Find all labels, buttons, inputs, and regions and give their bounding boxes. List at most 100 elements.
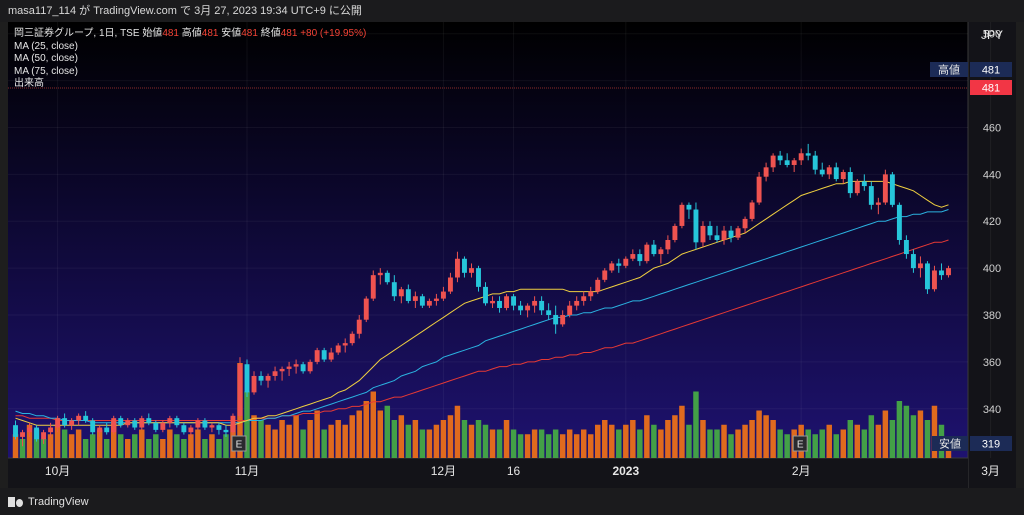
low-tag-value: 319 <box>982 439 1000 451</box>
legend-ma50[interactable]: MA (50, close) <box>14 53 78 64</box>
candle-body <box>546 310 552 316</box>
high-tag-label-box <box>930 62 968 77</box>
volume-bar <box>931 405 938 458</box>
volume-bar <box>391 420 398 458</box>
volume-bar <box>293 415 299 458</box>
candle-body <box>62 418 68 426</box>
candle-body <box>917 263 923 269</box>
candle-body <box>34 427 40 440</box>
candle-body <box>609 263 615 271</box>
legend-volume[interactable]: 出来高 <box>14 78 44 89</box>
candle-body <box>875 202 881 205</box>
volume-bar <box>349 415 355 458</box>
candle-body <box>700 225 706 243</box>
candle-body <box>132 420 138 428</box>
volume-bar <box>875 424 882 458</box>
legend-ma25[interactable]: MA (25, close) <box>14 40 78 52</box>
candle-body <box>924 263 930 290</box>
candle-body <box>847 172 853 194</box>
candle-body <box>286 366 292 369</box>
volume-bar <box>461 420 468 458</box>
volume-bar <box>146 439 152 458</box>
volume-bar <box>517 434 524 458</box>
volume-bar <box>377 410 384 458</box>
candle-body <box>756 176 762 203</box>
volume-bar <box>609 424 615 458</box>
candle-body <box>237 364 243 416</box>
volume-bar <box>602 420 608 458</box>
volume-bar <box>286 424 292 458</box>
candle-body <box>125 420 131 426</box>
volume-bar <box>370 391 377 458</box>
volume-bar <box>321 429 327 458</box>
high-tag-value: 481 <box>982 65 1000 77</box>
candle-body <box>721 230 727 240</box>
volume-bar <box>896 401 903 458</box>
candle-body <box>405 289 411 301</box>
tradingview-logo[interactable]: TradingView <box>8 496 89 508</box>
volume-bar <box>216 439 222 458</box>
price-tick-label: 460 <box>983 122 1001 134</box>
volume-bar <box>763 415 769 458</box>
price-tick-label: 360 <box>983 357 1001 369</box>
candle-body <box>462 258 467 273</box>
volume-bar <box>258 420 264 458</box>
volume-bar <box>195 429 201 458</box>
volume-bar <box>847 420 854 458</box>
volume-bar <box>637 429 643 458</box>
candle-body <box>539 300 545 311</box>
volume-bar <box>433 424 440 458</box>
candle-body <box>497 300 502 308</box>
volume-bar <box>686 424 692 458</box>
volume-bar <box>251 415 257 458</box>
volume-bar <box>770 420 776 458</box>
legend-close-value: 481 <box>280 28 298 39</box>
volume-bar <box>580 429 587 458</box>
volume-bar <box>363 401 369 458</box>
volume-bar <box>693 391 699 458</box>
candle-body <box>553 315 559 325</box>
candle-body <box>314 350 320 362</box>
candle-body <box>742 218 748 229</box>
time-ticks: 10月11月12月1620232月3月16 <box>45 464 1000 478</box>
candle-body <box>41 432 47 440</box>
legend-change: +80 (+19.95%) <box>300 28 367 39</box>
plot-background <box>8 22 968 458</box>
candle-body <box>20 432 25 437</box>
candle-body <box>104 427 110 433</box>
volume-bar <box>910 415 917 458</box>
volume-bar <box>181 439 187 458</box>
candle-body <box>763 167 769 177</box>
candle-body <box>819 169 825 175</box>
earnings-marker: E <box>231 435 247 452</box>
high-tag-value-box <box>970 62 1012 77</box>
legend-ma75[interactable]: MA (75, close) <box>14 65 78 77</box>
legend-high-label: 高値 <box>181 28 202 39</box>
volume-bar <box>68 434 75 458</box>
legend-ohlc: 岡三証券グループ, 1日, TSE 始値481 高値481 安値481 終値48… <box>14 28 366 41</box>
legend-close-label: 終値 <box>260 28 281 39</box>
candle-body <box>812 155 818 170</box>
candle-body <box>882 174 888 203</box>
volume-bar <box>616 429 622 458</box>
volume-bar <box>103 439 110 458</box>
time-tick-label: 10月 <box>45 464 70 478</box>
candle-body <box>160 422 166 430</box>
volume-bar <box>756 410 762 458</box>
candles <box>13 143 951 447</box>
candle-body <box>440 291 446 299</box>
candle-body <box>419 296 425 306</box>
volume-bar <box>26 424 33 458</box>
volume-bar <box>651 424 657 458</box>
volume-bar <box>679 405 685 458</box>
candle-body <box>946 268 951 276</box>
candle-body <box>889 174 895 205</box>
volume-bar <box>426 429 433 458</box>
candle-body <box>223 429 229 433</box>
volume-bar <box>630 420 636 458</box>
volume-bar <box>342 424 348 458</box>
legend-open-value: 481 <box>162 28 179 39</box>
earnings-marker-label: E <box>797 440 804 451</box>
